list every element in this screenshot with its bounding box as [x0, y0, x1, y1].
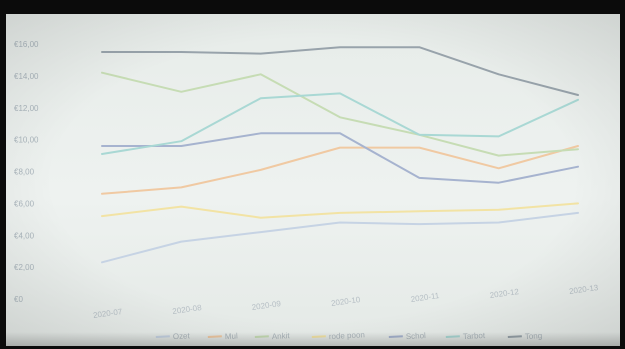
x-tick-label: 2020-07: [92, 307, 123, 320]
x-tick-label: 2020-08: [172, 303, 203, 316]
legend-label: Schol: [406, 331, 427, 341]
legend-item-rode-poon: rode poon: [311, 330, 365, 341]
legend-item-ankit: Ankit: [254, 331, 291, 341]
x-axis-ticks: 2020-07 2020-08 2020-09 2020-10 2020-11 2020-…: [92, 283, 599, 320]
legend: Ozet Mul Ankit rode poon Schol Tarbot Tong: [155, 330, 543, 341]
x-tick-label: 2020-12: [489, 287, 520, 300]
series-line-tong: [101, 46, 579, 96]
series-line-schol: [101, 132, 579, 184]
x-tick-label: 2020-13: [568, 283, 599, 296]
series-line-ozet: [101, 211, 579, 264]
legend-swatch: [155, 335, 170, 339]
legend-item-schol: Schol: [388, 331, 427, 341]
y-tick-label: €14,00: [14, 72, 39, 81]
legend-item-ozet: Ozet: [155, 331, 191, 341]
y-tick-label: €2,00: [14, 263, 35, 272]
legend-swatch: [507, 335, 522, 339]
series-line-ankit: [101, 71, 579, 157]
projector-screen: €0 €2,00 €4,00 €6,00 €8,00 €10,00 €12,00 €14,00…: [6, 14, 620, 346]
y-tick-label: €8,00: [14, 168, 35, 177]
series-line-mul: [101, 145, 579, 195]
legend-item-tong: Tong: [507, 331, 543, 341]
series-line-rode-poon: [101, 202, 579, 219]
legend-label: Mul: [225, 331, 239, 341]
legend-swatch: [445, 335, 460, 339]
y-tick-label: €10,00: [14, 136, 39, 145]
y-axis-ticks: €0 €2,00 €4,00 €6,00 €8,00 €10,00 €12,00 €14,00…: [14, 40, 39, 304]
y-tick-label: €4,00: [14, 231, 35, 240]
series-lines: [101, 46, 579, 264]
legend-label: Ozet: [173, 331, 191, 341]
legend-swatch: [254, 335, 269, 339]
legend-label: Ankit: [272, 331, 291, 341]
y-tick-label: €0: [14, 295, 23, 304]
y-tick-label: €6,00: [14, 199, 35, 208]
legend-label: Tarbot: [463, 331, 486, 341]
screen-bottom-shadow: [6, 332, 620, 346]
series-line-tarbot: [101, 92, 579, 155]
x-tick-label: 2020-11: [410, 291, 440, 304]
x-tick-label: 2020-09: [251, 299, 282, 312]
x-tick-label: 2020-10: [330, 295, 361, 308]
y-tick-label: €12,00: [14, 104, 39, 113]
legend-swatch: [388, 335, 403, 339]
legend-item-tarbot: Tarbot: [445, 331, 486, 341]
legend-swatch: [311, 335, 326, 339]
legend-label: rode poon: [329, 330, 365, 341]
legend-label: Tong: [525, 331, 543, 341]
line-chart: €0 €2,00 €4,00 €6,00 €8,00 €10,00 €12,00 €14,00…: [14, 40, 599, 341]
y-tick-label: €16,00: [14, 40, 39, 49]
legend-swatch: [207, 335, 222, 339]
legend-item-mul: Mul: [207, 331, 239, 341]
